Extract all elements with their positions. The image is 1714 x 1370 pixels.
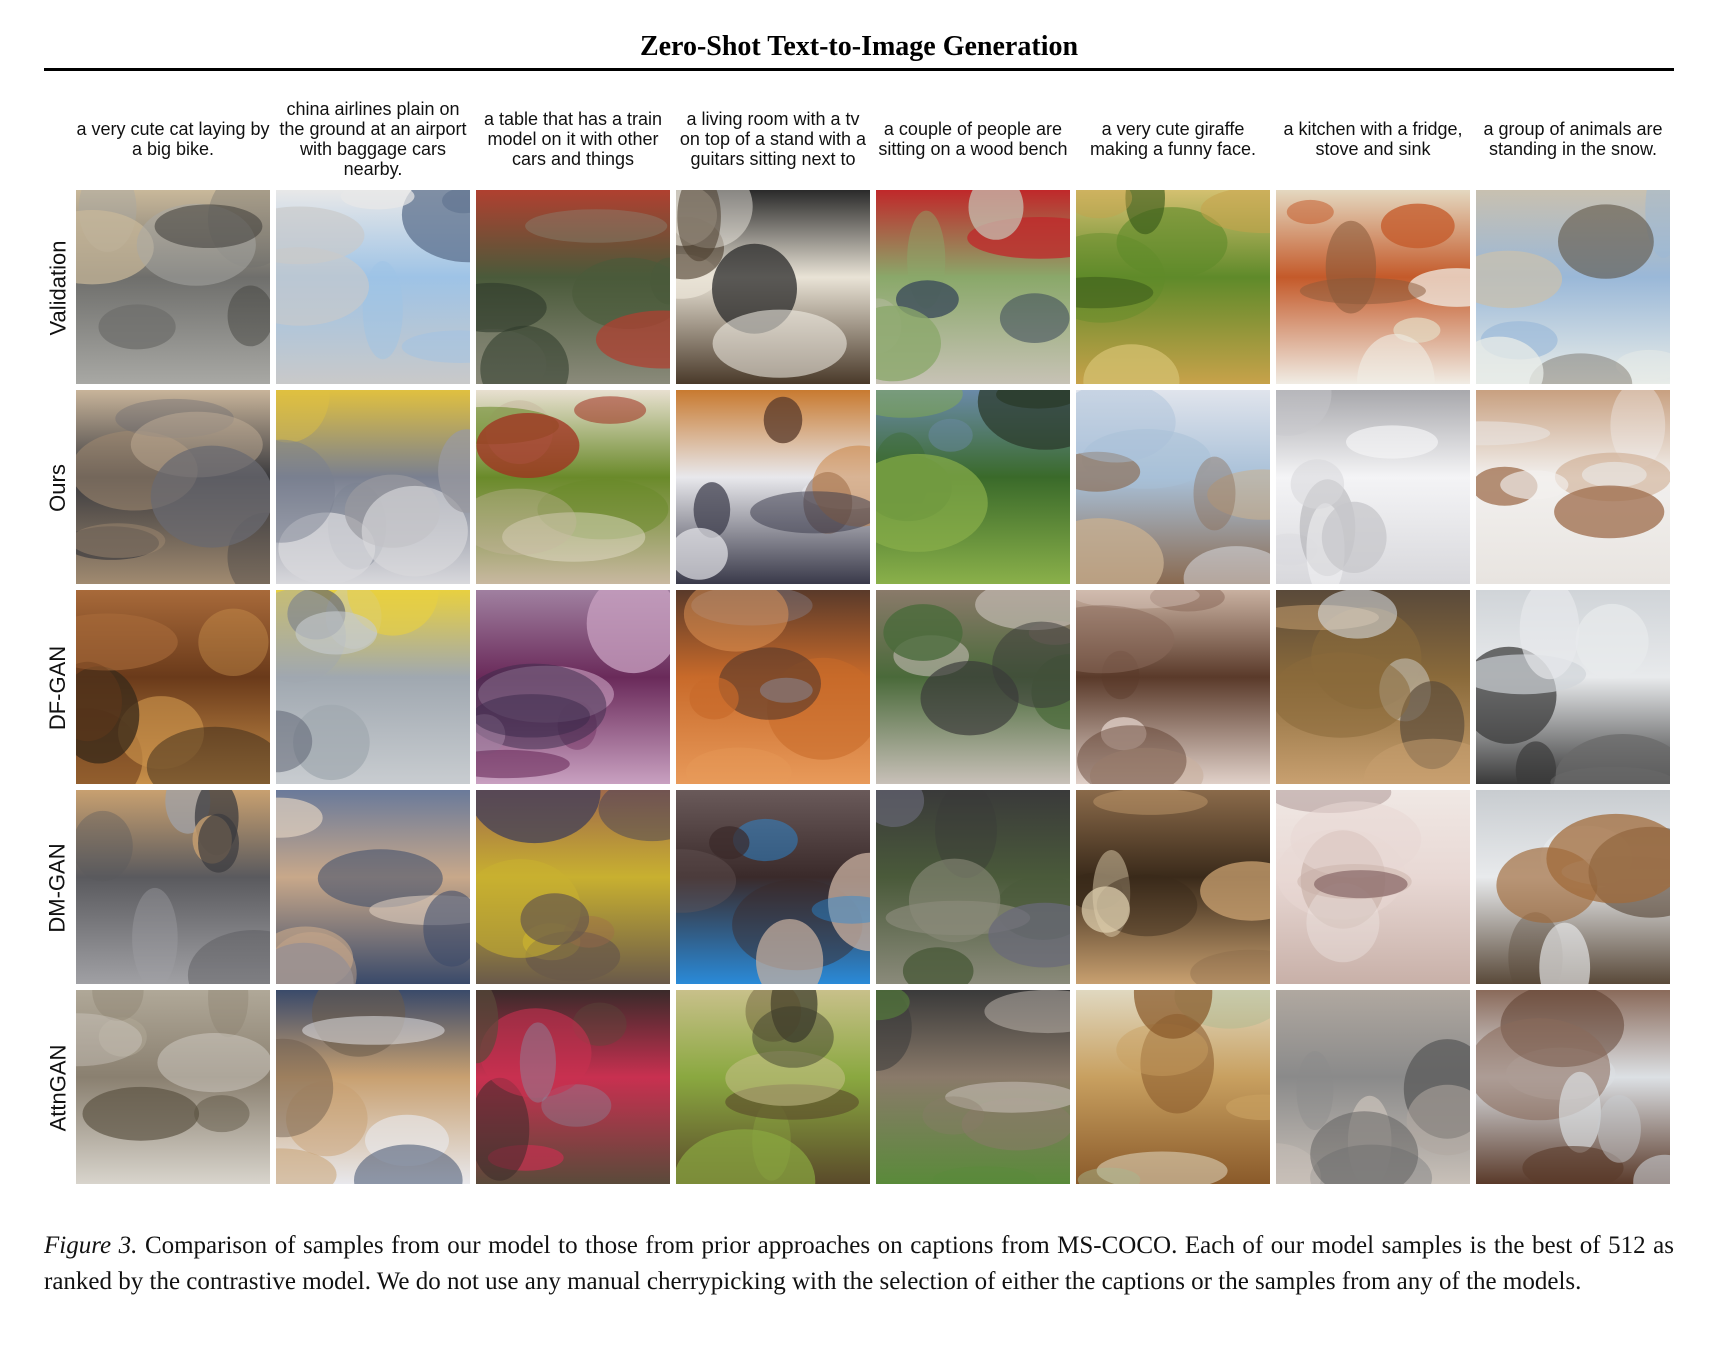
column-caption-8: a group of animals are standing in the s… xyxy=(1483,119,1663,159)
title-rule xyxy=(44,68,1674,71)
sample-image-ours-6 xyxy=(1076,390,1270,584)
page-title: Zero-Shot Text-to-Image Generation xyxy=(639,31,1079,62)
sample-image-validation-2 xyxy=(276,190,470,384)
sample-image-validation-5 xyxy=(876,190,1070,384)
row-label-text: AttnGAN xyxy=(45,1044,70,1132)
sample-image-attngan-4 xyxy=(676,990,870,1184)
sample-image-ours-2 xyxy=(276,390,470,584)
figure-caption-text: Comparison of samples from our model to … xyxy=(44,1232,1674,1295)
sample-image-attngan-7 xyxy=(1276,990,1470,1184)
figure-caption: Figure 3. Comparison of samples from our… xyxy=(44,1228,1674,1300)
sample-image-dm-gan-6 xyxy=(1076,790,1270,984)
sample-image-df-gan-6 xyxy=(1076,590,1270,784)
sample-image-attngan-8 xyxy=(1476,990,1670,1184)
sample-image-validation-6 xyxy=(1076,190,1270,384)
sample-image-dm-gan-5 xyxy=(876,790,1070,984)
sample-image-attngan-2 xyxy=(276,990,470,1184)
sample-image-dm-gan-7 xyxy=(1276,790,1470,984)
sample-image-ours-5 xyxy=(876,390,1070,584)
sample-image-validation-8 xyxy=(1476,190,1670,384)
sample-image-validation-3 xyxy=(476,190,670,384)
sample-image-dm-gan-3 xyxy=(476,790,670,984)
sample-image-df-gan-2 xyxy=(276,590,470,784)
sample-image-df-gan-4 xyxy=(676,590,870,784)
sample-image-df-gan-3 xyxy=(476,590,670,784)
sample-image-df-gan-8 xyxy=(1476,590,1670,784)
sample-image-attngan-6 xyxy=(1076,990,1270,1184)
sample-image-df-gan-7 xyxy=(1276,590,1470,784)
sample-image-dm-gan-8 xyxy=(1476,790,1670,984)
sample-image-attngan-5 xyxy=(876,990,1070,1184)
column-caption-5: a couple of people are sitting on a wood… xyxy=(878,119,1068,159)
sample-image-ours-4 xyxy=(676,390,870,584)
sample-image-validation-7 xyxy=(1276,190,1470,384)
column-caption-2: china airlines plain on the ground at an… xyxy=(279,99,467,179)
column-caption-3: a table that has a train model on it wit… xyxy=(483,109,663,169)
sample-image-ours-3 xyxy=(476,390,670,584)
row-label-text: DF-GAN xyxy=(45,645,71,731)
sample-image-dm-gan-1 xyxy=(76,790,270,984)
sample-image-dm-gan-2 xyxy=(276,790,470,984)
row-label-text: Ours xyxy=(45,464,70,512)
sample-image-attngan-1 xyxy=(76,990,270,1184)
column-caption-4: a living room with a tv on top of a stan… xyxy=(679,109,867,169)
sample-image-ours-8 xyxy=(1476,390,1670,584)
sample-image-attngan-3 xyxy=(476,990,670,1184)
sample-image-ours-1 xyxy=(76,390,270,584)
sample-image-validation-1 xyxy=(76,190,270,384)
row-label-text: DM-GAN xyxy=(45,843,70,933)
sample-image-ours-7 xyxy=(1276,390,1470,584)
sample-image-validation-4 xyxy=(676,190,870,384)
sample-image-df-gan-1 xyxy=(76,590,270,784)
column-caption-1: a very cute cat laying by a big bike. xyxy=(76,119,270,159)
row-label-text: Validation xyxy=(45,240,70,336)
sample-image-dm-gan-4 xyxy=(676,790,870,984)
sample-image-df-gan-5 xyxy=(876,590,1070,784)
column-caption-6: a very cute giraffe making a funny face. xyxy=(1089,119,1257,159)
figure-label: Figure 3. xyxy=(44,1232,138,1259)
column-caption-7: a kitchen with a fridge, stove and sink xyxy=(1283,119,1463,159)
